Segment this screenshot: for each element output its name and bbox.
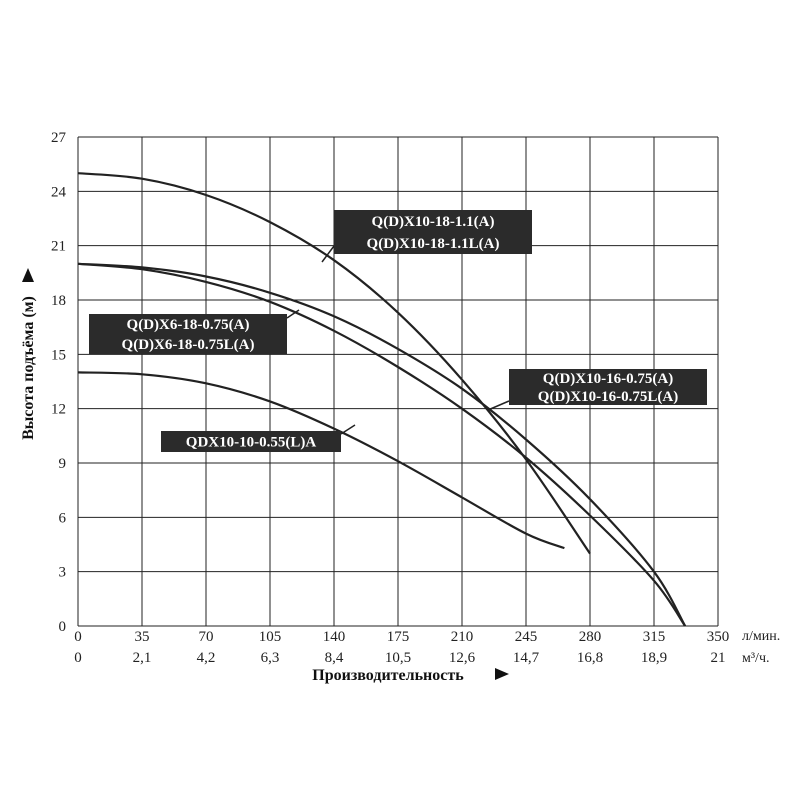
- x-tick-label-secondary: 12,6: [449, 650, 476, 666]
- x-tick-label-secondary: 2,1: [133, 650, 152, 666]
- x-tick-label-primary: 175: [387, 629, 410, 645]
- label-box: [89, 314, 287, 354]
- x-tick-label-primary: 70: [199, 629, 214, 645]
- x-tick-label-secondary: 14,7: [513, 650, 540, 666]
- label-box: [161, 431, 341, 452]
- x-tick-label-secondary: 6,3: [261, 650, 280, 666]
- x-tick-label-primary: 245: [515, 629, 538, 645]
- y-tick-label: 6: [59, 510, 67, 526]
- x-tick-label-secondary: 4,2: [197, 650, 216, 666]
- x-tick-label-primary: 315: [643, 629, 666, 645]
- leader-line: [286, 309, 300, 319]
- curve-label: Q(D)X10-16-0.75(A) Q(D)X10-16-0.75L(A): [487, 369, 707, 411]
- y-axis-title: Высота подъёма (м): [20, 296, 37, 440]
- y-tick-label: 15: [51, 347, 66, 363]
- x-tick-label-secondary: 8,4: [325, 650, 344, 666]
- x-axis-title: Производительность: [312, 667, 464, 684]
- x-tick-label-primary: 0: [74, 629, 82, 645]
- x-tick-labels: 0 35 70 105 140 175 210 245 280 315 350 0 2,1 4,2 6,3 8…: [74, 629, 729, 666]
- x-tick-label-primary: 105: [259, 629, 282, 645]
- series-label-text: Q(D)X6-18-0.75L(A): [122, 337, 255, 353]
- x-tick-label-secondary: 0: [74, 650, 82, 666]
- series-curve: [77, 262, 687, 627]
- y-axis-title-group: Высота подъёма (м): [20, 268, 37, 440]
- x-tick-label-primary: 140: [323, 629, 346, 645]
- y-tick-label: 18: [51, 293, 66, 309]
- x-tick-label-primary: 35: [135, 629, 150, 645]
- curve-label: QDX10-10-0.55(L)A: [161, 424, 356, 452]
- x-tick-label-primary: 210: [451, 629, 474, 645]
- series-label-text: Q(D)X10-16-0.75(A): [543, 371, 673, 387]
- curves: [77, 172, 687, 627]
- label-box: [509, 369, 707, 405]
- x-tick-label-secondary: 18,9: [641, 650, 667, 666]
- x-tick-label-secondary: 16,8: [577, 650, 603, 666]
- series-label-text: Q(D)X10-16-0.75L(A): [538, 389, 678, 405]
- series-curve: [77, 371, 565, 550]
- series-label-text: Q(D)X10-18-1.1L(A): [367, 236, 500, 252]
- y-tick-label: 0: [59, 619, 67, 635]
- y-axis-arrow-icon: [22, 268, 34, 282]
- x-unit-primary: л/мин.: [742, 629, 780, 644]
- y-tick-label: 3: [59, 565, 67, 581]
- leader-line: [487, 400, 510, 411]
- leader-line: [340, 424, 356, 435]
- y-tick-label: 24: [51, 184, 67, 200]
- y-tick-labels: 0 3 6 9 12 15 18 21 24 27: [51, 130, 67, 635]
- leader-line: [321, 245, 335, 263]
- x-unit-secondary: м³/ч.: [742, 651, 770, 666]
- series-label-text: QDX10-10-0.55(L)A: [186, 435, 317, 451]
- x-tick-label-secondary: 21: [711, 650, 726, 666]
- x-axis-arrow-icon: [495, 668, 509, 680]
- x-tick-label-secondary: 10,5: [385, 650, 411, 666]
- curve-label: Q(D)X6-18-0.75(A) Q(D)X6-18-0.75L(A): [89, 309, 300, 354]
- curve-label: Q(D)X10-18-1.1(A) Q(D)X10-18-1.1L(A): [321, 210, 532, 263]
- y-tick-label: 9: [59, 456, 67, 472]
- series-label-text: Q(D)X10-18-1.1(A): [372, 214, 495, 230]
- x-tick-label-primary: 350: [707, 629, 730, 645]
- x-tick-label-primary: 280: [579, 629, 602, 645]
- label-box: [334, 210, 532, 254]
- y-tick-label: 21: [51, 239, 66, 255]
- series-label-text: Q(D)X6-18-0.75(A): [127, 317, 250, 333]
- curve-labels: Q(D)X10-18-1.1(A)Q(D)X10-18-1.1L(A)Q(D)X…: [89, 210, 707, 452]
- series-curve: [77, 262, 687, 627]
- series-curve: [77, 172, 591, 555]
- x-axis-title-group: Производительность: [312, 667, 509, 684]
- y-tick-label: 27: [51, 130, 67, 146]
- y-tick-label: 12: [51, 402, 66, 418]
